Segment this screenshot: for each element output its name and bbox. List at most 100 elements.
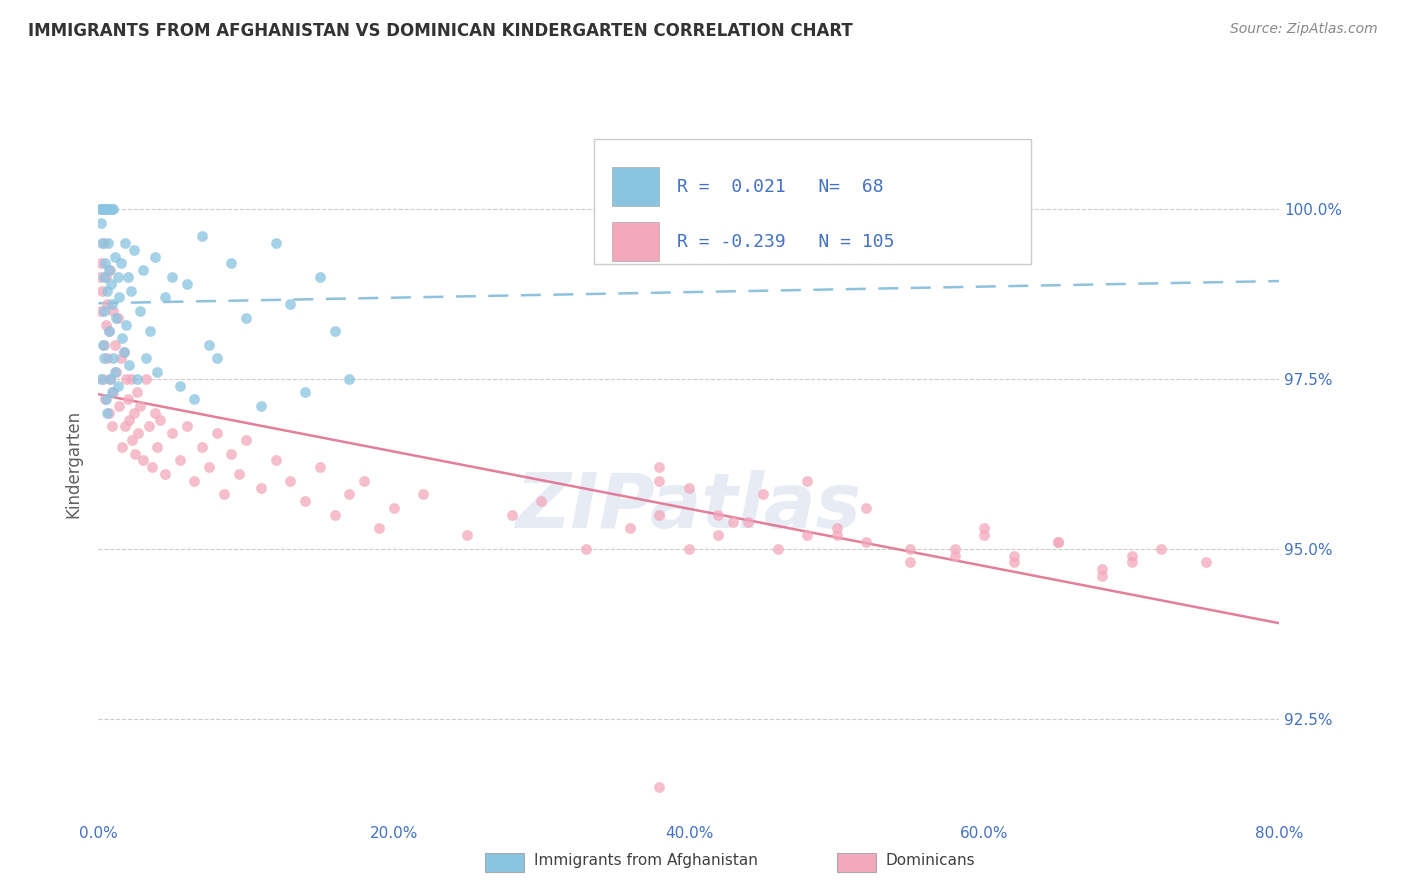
Point (264, 235, 287, 250)
Point (93, 351, 115, 366)
Point (530, 494, 553, 508)
Point (205, 351, 228, 366)
Point (943, 549, 966, 563)
Point (122, 243, 145, 257)
Point (91, 372, 114, 386)
Point (648, 460, 671, 475)
Point (796, 528, 818, 542)
Point (93, 304, 115, 318)
Point (153, 290, 176, 304)
Point (125, 385, 148, 400)
Point (294, 385, 316, 400)
Point (339, 372, 360, 386)
Point (382, 501, 405, 516)
Point (900, 541, 922, 556)
Point (96, 202, 118, 216)
Point (162, 426, 183, 441)
Point (183, 392, 205, 407)
Point (723, 515, 745, 529)
Point (250, 481, 273, 495)
Point (648, 508, 671, 522)
Point (96, 284, 118, 298)
Point (139, 324, 162, 338)
Point (97, 324, 120, 338)
Point (114, 419, 136, 434)
Point (169, 453, 191, 467)
Point (146, 365, 169, 379)
Point (89, 269, 111, 284)
Point (91, 284, 114, 298)
Point (323, 324, 346, 338)
Point (1002, 202, 1025, 216)
Point (900, 555, 922, 569)
Point (176, 419, 198, 434)
Point (90, 304, 112, 318)
Point (108, 399, 131, 413)
Point (707, 508, 730, 522)
Point (104, 338, 127, 352)
Point (94, 256, 117, 270)
Point (825, 528, 848, 542)
Point (648, 474, 671, 488)
Point (107, 269, 129, 284)
Point (90, 202, 112, 216)
Point (103, 351, 125, 366)
Point (98, 372, 121, 386)
Point (93, 202, 115, 216)
Bar (837, 853, 876, 872)
Point (678, 541, 700, 556)
Point (98, 372, 121, 386)
Point (91, 202, 114, 216)
Point (198, 460, 221, 475)
Text: ZIPatlas: ZIPatlas (516, 470, 862, 543)
Point (96, 297, 118, 311)
Point (98, 263, 121, 277)
Point (737, 515, 759, 529)
Point (574, 541, 596, 556)
Point (278, 297, 302, 311)
Point (141, 460, 163, 475)
Bar (612, 167, 659, 206)
Point (162, 269, 183, 284)
Point (100, 202, 122, 216)
Point (112, 344, 135, 359)
Point (112, 344, 135, 359)
Point (855, 501, 877, 516)
Point (973, 521, 995, 535)
Point (198, 338, 221, 352)
Point (825, 521, 848, 535)
Point (278, 474, 302, 488)
Point (1046, 535, 1069, 549)
Point (107, 378, 129, 392)
Point (117, 269, 139, 284)
Point (104, 365, 127, 379)
Point (103, 385, 125, 400)
Point (115, 372, 138, 386)
Point (94, 392, 117, 407)
Point (153, 467, 176, 481)
Point (100, 277, 122, 291)
Point (1150, 541, 1173, 556)
Point (221, 447, 243, 461)
Y-axis label: Kindergarten: Kindergarten (65, 409, 83, 518)
Point (235, 433, 257, 447)
Point (1091, 562, 1114, 576)
Point (228, 467, 250, 481)
Point (943, 541, 966, 556)
Point (111, 331, 134, 345)
Point (100, 419, 122, 434)
Text: R =  0.021   N=  68: R = 0.021 N= 68 (678, 178, 884, 195)
Text: Immigrants from Afghanistan: Immigrants from Afghanistan (534, 854, 758, 868)
Point (125, 372, 148, 386)
Point (124, 447, 146, 461)
Point (120, 372, 142, 386)
Point (91, 338, 114, 352)
Point (93, 338, 115, 352)
Point (128, 304, 150, 318)
Point (1121, 555, 1143, 569)
Point (122, 406, 145, 420)
Text: Source: ZipAtlas.com: Source: ZipAtlas.com (1230, 22, 1378, 37)
Point (132, 263, 155, 277)
Point (176, 277, 198, 291)
Bar (485, 853, 524, 872)
